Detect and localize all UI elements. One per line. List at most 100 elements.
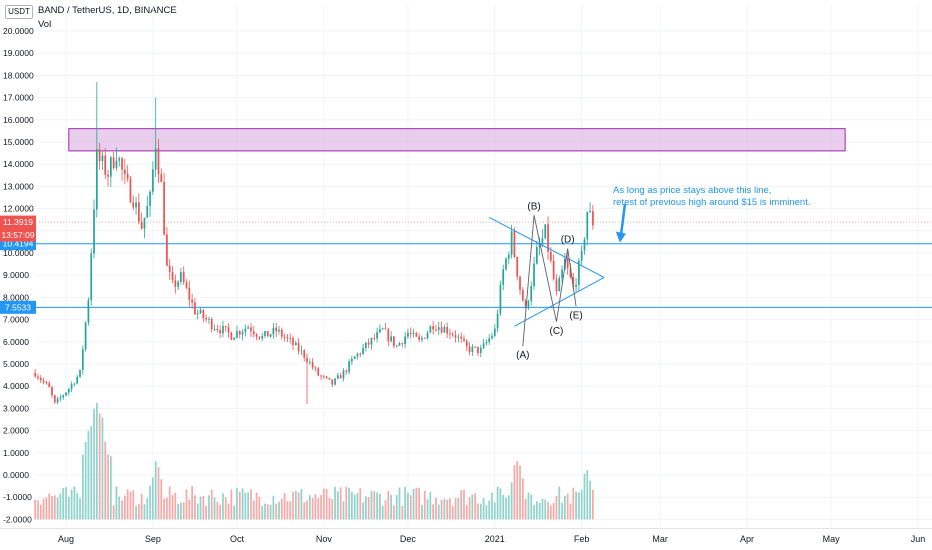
volume-bar xyxy=(59,493,62,520)
symbol-title[interactable]: BAND / TetherUS, 1D, BINANCE xyxy=(38,5,177,16)
candle-body xyxy=(538,244,541,248)
candle-body xyxy=(524,300,527,307)
candle-body xyxy=(196,312,199,315)
time-tick-label: May xyxy=(823,534,841,544)
candle-body xyxy=(199,310,202,313)
currency-badge[interactable]: USDT xyxy=(5,5,33,19)
volume-bars xyxy=(34,402,594,520)
volume-bar xyxy=(589,480,591,520)
candle-body xyxy=(519,276,521,291)
candle-body xyxy=(163,181,165,235)
volume-bar xyxy=(547,502,549,520)
wave-label: (B) xyxy=(527,201,540,212)
chart-header: USDT BAND / TetherUS, 1D, BINANCE Vol xyxy=(0,0,300,34)
volume-bar xyxy=(499,488,502,520)
volume-bar xyxy=(491,492,493,520)
time-tick-label: Mar xyxy=(652,534,668,544)
volume-bar xyxy=(535,501,538,520)
candle-body xyxy=(395,345,398,347)
volume-bar xyxy=(112,505,115,520)
candle-body xyxy=(336,375,339,379)
candle-body xyxy=(264,331,266,336)
candle-body xyxy=(266,331,269,337)
candle-body xyxy=(247,327,250,329)
volume-bar xyxy=(98,413,101,520)
candle-body xyxy=(280,329,283,337)
volume-bar xyxy=(395,495,398,520)
candle-body xyxy=(180,271,182,282)
price-line-badge xyxy=(0,300,36,314)
candle-body xyxy=(493,328,496,336)
volume-bar xyxy=(255,492,258,520)
volume-bar xyxy=(174,492,177,520)
candle-body xyxy=(314,367,317,369)
candle-body xyxy=(137,202,140,222)
candle-body xyxy=(73,383,76,385)
volume-bar xyxy=(210,489,213,520)
volume-bar xyxy=(370,490,373,520)
volume-bar xyxy=(485,505,488,520)
price-tick-label: 3.0000 xyxy=(3,403,29,413)
price-tick-label: 13.0000 xyxy=(3,181,34,191)
candle-body xyxy=(238,331,241,335)
resistance-zone-layer xyxy=(68,128,846,152)
candle-body xyxy=(339,375,342,379)
volume-bar xyxy=(286,501,289,520)
volume-bar xyxy=(569,503,572,520)
price-tick-label: 17.0000 xyxy=(3,93,34,103)
volume-bar xyxy=(367,497,370,520)
candle-body xyxy=(555,279,558,292)
candle-body xyxy=(98,149,101,162)
volume-bar xyxy=(252,500,255,520)
candle-body xyxy=(39,378,42,381)
volume-bar xyxy=(261,506,264,520)
candle-body xyxy=(157,148,160,175)
price-tick-label: 19.0000 xyxy=(3,48,34,58)
candle-body xyxy=(407,332,409,337)
candle-body xyxy=(317,368,320,376)
volume-bar xyxy=(230,489,233,520)
volume-bar xyxy=(457,497,460,520)
volume-bar xyxy=(342,501,345,520)
candle-body xyxy=(566,258,569,268)
candle-body xyxy=(404,336,406,345)
volume-bar xyxy=(384,500,387,520)
candle-body xyxy=(129,178,132,203)
price-line-label: 7.5533 xyxy=(5,302,31,312)
volume-bar xyxy=(294,491,297,520)
volume-bar xyxy=(283,493,286,520)
volume-bar xyxy=(132,490,135,520)
candle-body xyxy=(289,337,292,339)
candle-body xyxy=(278,329,280,332)
price-tick-label: 16.0000 xyxy=(3,115,34,125)
volume-bar xyxy=(104,441,107,520)
candle-body xyxy=(348,361,350,372)
candle-body xyxy=(34,372,37,377)
price-tick-label: 8.0000 xyxy=(3,292,29,302)
candle-body xyxy=(499,284,502,314)
candle-body xyxy=(286,337,289,339)
volume-bar xyxy=(488,500,491,520)
volume-bar xyxy=(166,497,168,520)
volume-bar xyxy=(213,497,216,520)
volume-bar xyxy=(154,461,157,520)
candle-body xyxy=(233,337,236,340)
candle-body xyxy=(370,338,373,345)
candle-body xyxy=(569,267,572,278)
candle-body xyxy=(435,329,437,331)
wave-label: (D) xyxy=(561,235,575,246)
candle-body xyxy=(303,350,306,358)
volume-bar xyxy=(365,496,367,520)
last-price-label: 11.3919 xyxy=(3,217,33,227)
volume-indicator-label[interactable]: Vol xyxy=(38,19,52,30)
candle-body xyxy=(171,271,174,281)
volume-bar xyxy=(566,493,569,520)
volume-bar xyxy=(266,504,269,520)
candle-body xyxy=(252,331,255,335)
candle-body xyxy=(384,328,387,330)
price-tick-label: 4.0000 xyxy=(3,381,29,391)
volume-bar xyxy=(362,502,364,520)
candle-body xyxy=(70,384,73,389)
price-tick-label: 1.0000 xyxy=(3,448,29,458)
